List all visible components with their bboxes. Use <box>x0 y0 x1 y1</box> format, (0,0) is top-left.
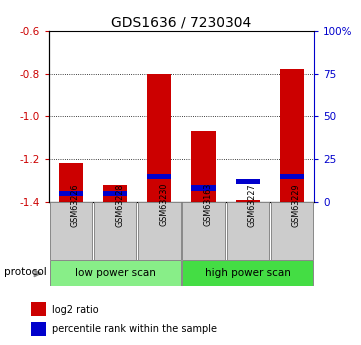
Text: high power scan: high power scan <box>205 268 291 278</box>
Text: GSM63228: GSM63228 <box>115 183 124 227</box>
Bar <box>103 191 127 196</box>
Bar <box>236 179 260 184</box>
Bar <box>191 186 216 191</box>
Bar <box>191 131 216 202</box>
Text: percentile rank within the sample: percentile rank within the sample <box>52 324 217 334</box>
Bar <box>103 185 127 202</box>
Bar <box>182 202 225 260</box>
Bar <box>94 202 136 260</box>
Title: GDS1636 / 7230304: GDS1636 / 7230304 <box>111 16 252 30</box>
Bar <box>147 174 171 179</box>
Text: GSM63229: GSM63229 <box>292 183 301 227</box>
Bar <box>31 302 46 316</box>
Bar <box>59 191 83 196</box>
Bar <box>280 69 304 202</box>
Bar <box>226 202 269 260</box>
Text: log2 ratio: log2 ratio <box>52 305 99 315</box>
Bar <box>147 74 171 202</box>
Bar <box>280 174 304 179</box>
Bar <box>236 200 260 202</box>
Bar <box>59 164 83 202</box>
Text: GSM63230: GSM63230 <box>159 183 168 226</box>
Bar <box>271 202 313 260</box>
Bar <box>31 322 46 336</box>
Bar <box>182 260 313 286</box>
Text: GSM63163: GSM63163 <box>204 183 213 226</box>
Bar <box>138 202 180 260</box>
Text: protocol: protocol <box>4 267 46 277</box>
Text: GSM63227: GSM63227 <box>248 183 257 227</box>
Text: low power scan: low power scan <box>75 268 156 278</box>
Bar <box>49 202 92 260</box>
Text: GSM63226: GSM63226 <box>71 183 80 227</box>
Bar <box>49 260 180 286</box>
